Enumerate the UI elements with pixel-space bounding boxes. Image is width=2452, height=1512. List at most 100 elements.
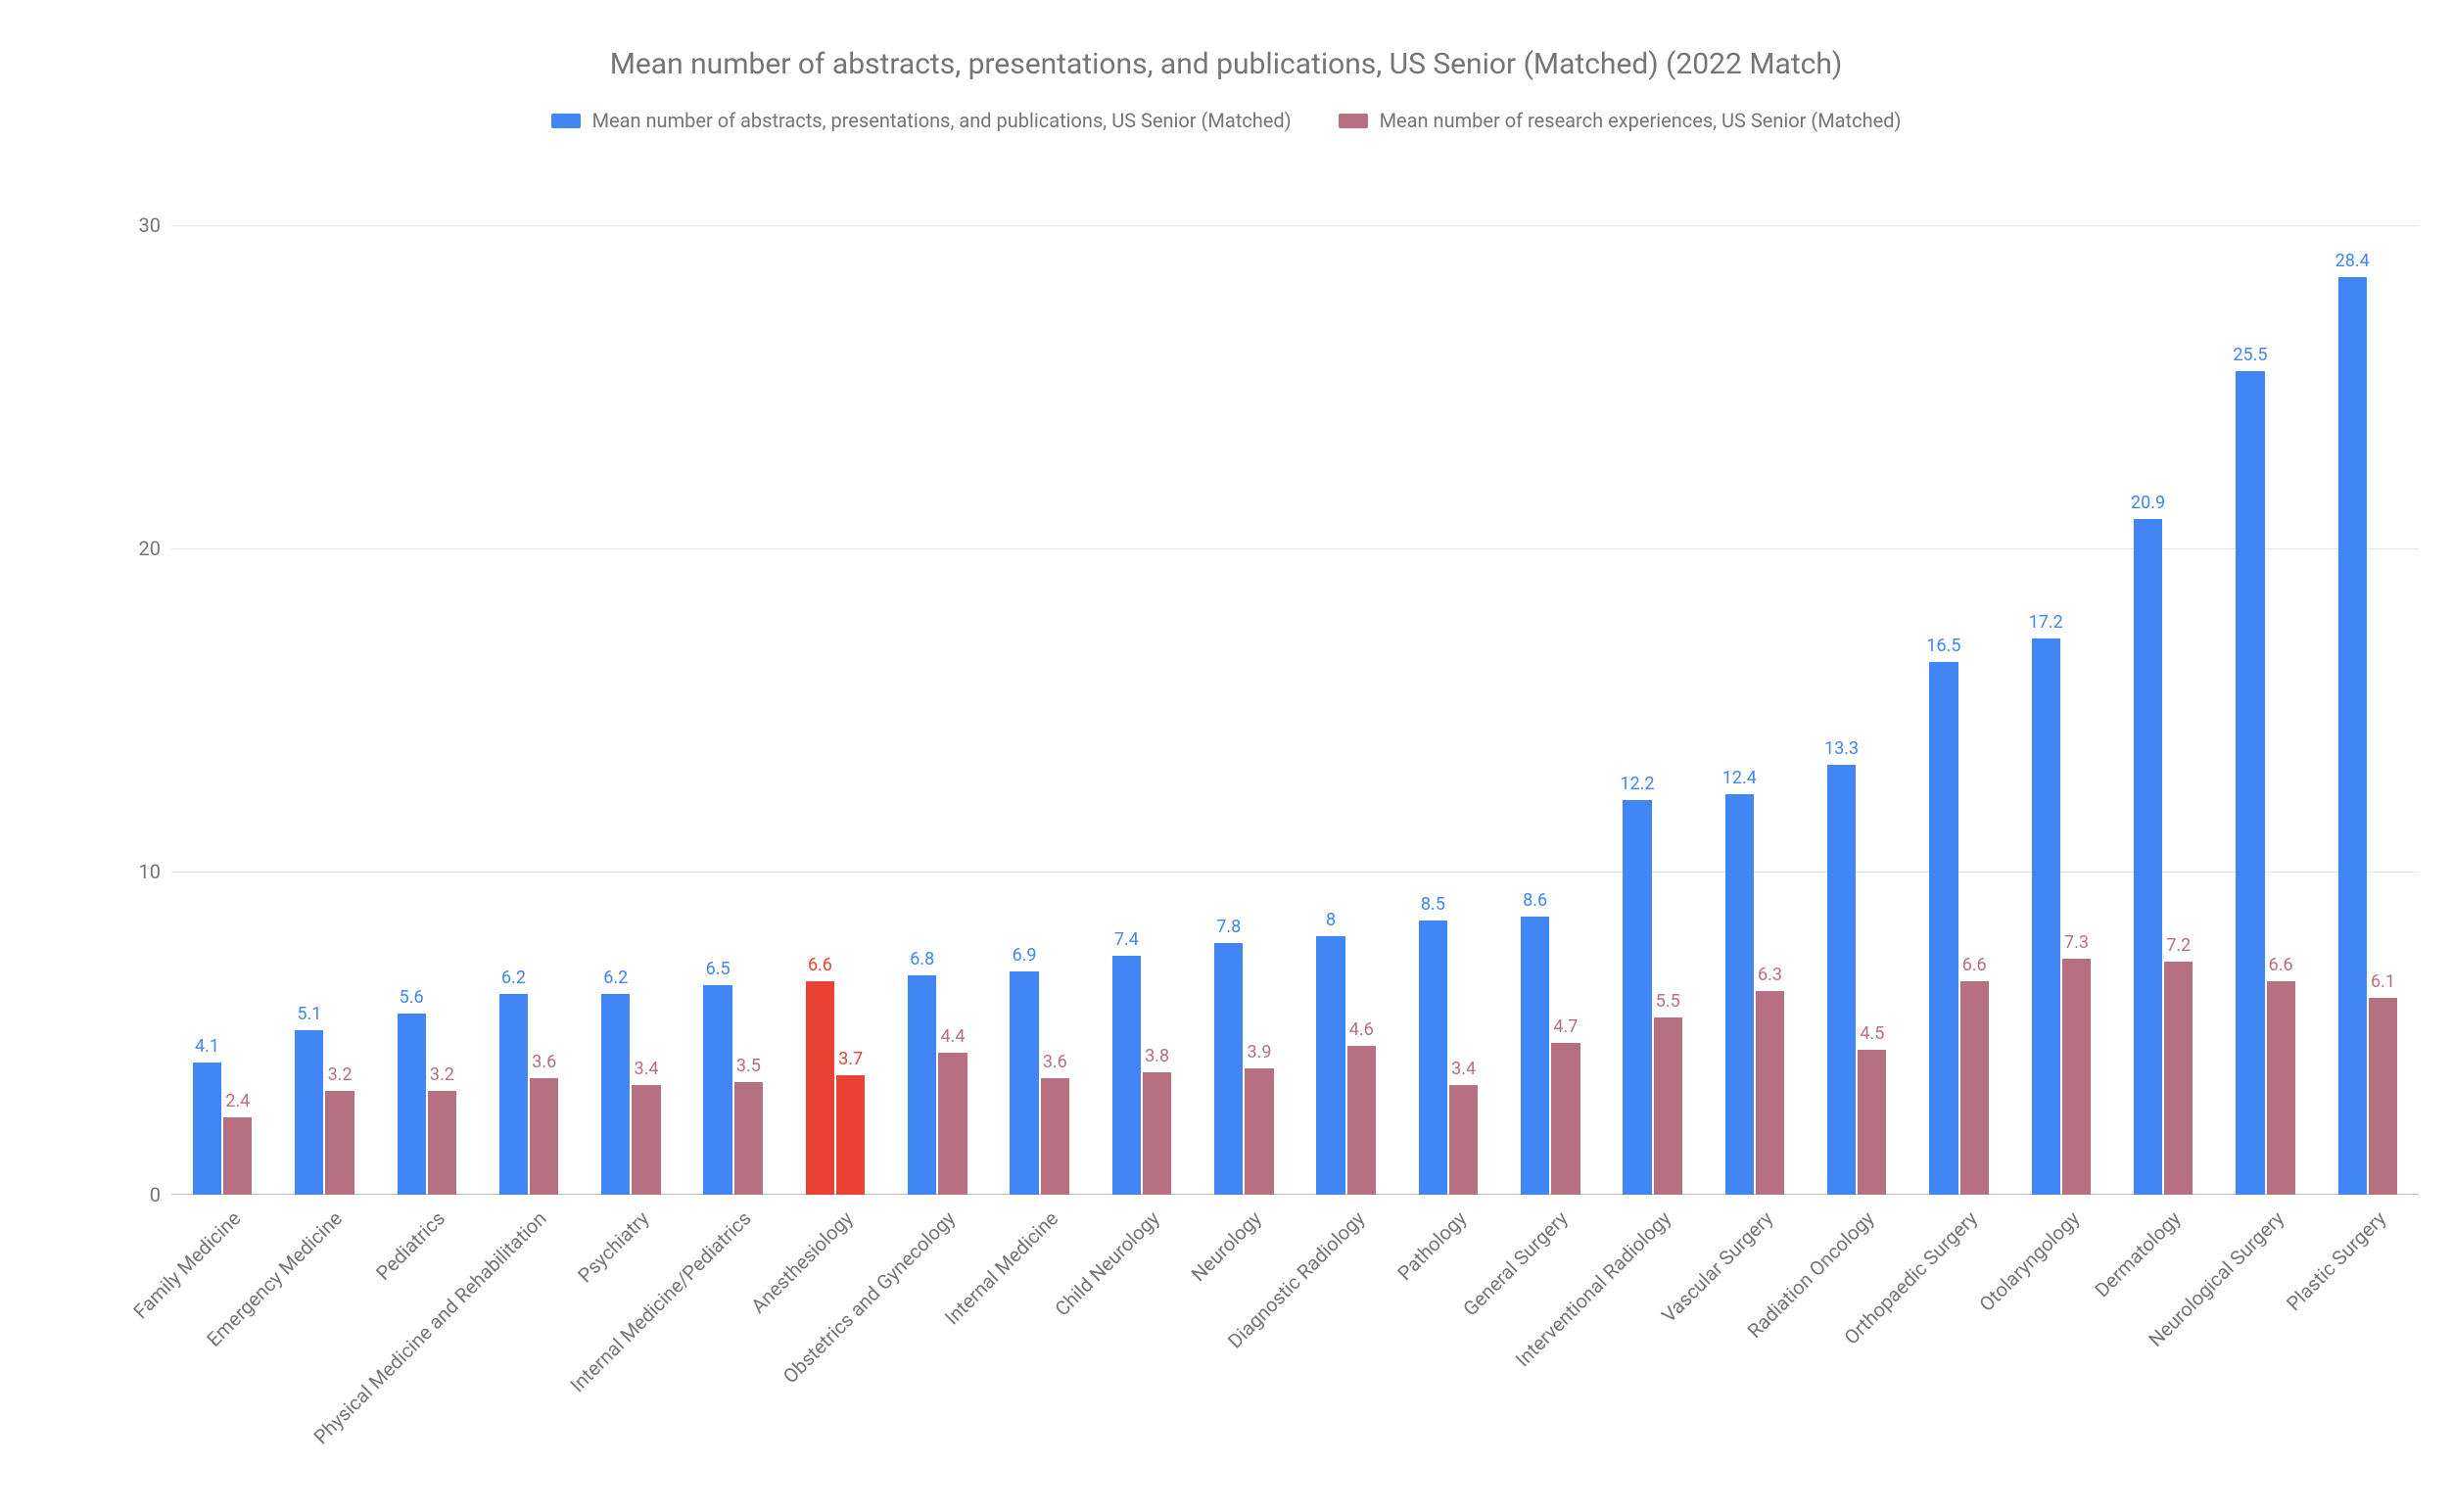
bar-abstracts (1623, 800, 1651, 1195)
y-axis-tick-label: 30 (139, 213, 161, 237)
bar-value-label: 7.3 (2064, 932, 2089, 953)
bar-value-label: 6.6 (808, 955, 832, 975)
legend-label: Mean number of research experiences, US … (1380, 109, 1902, 132)
bar-value-label: 4.1 (195, 1036, 219, 1057)
bar-research (325, 1091, 354, 1195)
category-group: 4.12.4 (193, 225, 253, 1195)
bar-research (836, 1075, 865, 1195)
bar-abstracts (1827, 765, 1856, 1195)
bar-value-label: 8.6 (1523, 890, 1547, 911)
category-group: 6.53.5 (703, 225, 763, 1195)
bar-value-label: 5.5 (1656, 991, 1680, 1012)
x-axis-tick-label: Dermatology (2090, 1206, 2185, 1301)
bar-value-label: 4.5 (1860, 1023, 1884, 1044)
legend-item-abstracts: Mean number of abstracts, presentations,… (551, 109, 1292, 132)
bar-value-label: 28.4 (2335, 251, 2370, 271)
x-axis-tick-label: Otolaryngology (1974, 1206, 2084, 1316)
category-group: 6.84.4 (908, 225, 967, 1195)
bar-research (938, 1053, 967, 1195)
category-group: 20.97.2 (2134, 225, 2193, 1195)
y-axis-tick-label: 20 (139, 537, 161, 560)
bars-layer: 4.12.45.13.25.63.26.23.66.23.46.53.56.63… (171, 225, 2419, 1195)
bar-research (2267, 981, 2295, 1195)
plot-area: 4.12.45.13.25.63.26.23.66.23.46.53.56.63… (171, 225, 2419, 1195)
bar-abstracts (2236, 371, 2264, 1196)
category-group: 25.5 6.6 (2236, 225, 2295, 1195)
bar-research (1449, 1085, 1478, 1195)
bar-value-label: 6.1 (2371, 971, 2395, 992)
legend-swatch-research (1339, 114, 1368, 128)
bar-abstracts (398, 1014, 426, 1195)
bar-research (2369, 998, 2397, 1195)
bar-value-label: 12.4 (1722, 768, 1757, 788)
x-axis-tick-label: Neurology (1187, 1206, 1266, 1286)
bar-abstracts (2032, 638, 2060, 1195)
category-group: 6.23.6 (499, 225, 559, 1195)
legend-item-research: Mean number of research experiences, US … (1339, 109, 1902, 132)
x-axis-tick-label: Pathology (1392, 1206, 1471, 1285)
bar-value-label: 3.4 (635, 1059, 659, 1079)
bar-research (1347, 1046, 1376, 1195)
x-axis-tick-label: Child Neurology (1050, 1206, 1164, 1321)
bar-research (2164, 962, 2193, 1195)
x-axis-tick-label: Psychiatry (574, 1206, 654, 1287)
bar-value-label: 4.4 (941, 1026, 966, 1047)
bar-research (1654, 1017, 1682, 1196)
category-group: 6.2 3.4 (601, 225, 661, 1195)
bar-research (223, 1117, 252, 1195)
bar-research (530, 1078, 558, 1195)
bar-value-label: 7.4 (1114, 929, 1139, 950)
bar-value-label: 6.6 (2269, 955, 2293, 975)
category-group: 8.6 4.7 (1521, 225, 1580, 1195)
x-axis-tick-label: General Surgery (1458, 1206, 1572, 1320)
legend-swatch-abstracts (551, 114, 581, 128)
category-group: 84.6 (1316, 225, 1376, 1195)
category-group: 28.4 6.1 (2338, 225, 2398, 1195)
x-axis-tick-label: Family Medicine (128, 1206, 245, 1323)
bar-value-label: 8.5 (1421, 894, 1445, 915)
bar-value-label: 3.2 (328, 1064, 353, 1085)
bar-research (1551, 1043, 1580, 1195)
legend: Mean number of abstracts, presentations,… (0, 109, 2452, 132)
bar-value-label: 5.6 (400, 987, 424, 1008)
bar-value-label: 25.5 (2233, 345, 2267, 365)
category-group: 8.5 3.4 (1419, 225, 1479, 1195)
bar-value-label: 6.3 (1758, 965, 1782, 985)
bar-abstracts (2134, 519, 2162, 1195)
bar-value-label: 3.5 (736, 1056, 761, 1076)
bar-value-label: 3.4 (1451, 1059, 1476, 1079)
bar-abstracts (193, 1063, 221, 1195)
bar-abstracts (1419, 921, 1447, 1196)
bar-value-label: 8 (1326, 910, 1336, 930)
category-group: 5.63.2 (398, 225, 457, 1195)
bar-abstracts (1112, 956, 1141, 1195)
bar-abstracts (1214, 943, 1243, 1195)
bar-value-label: 4.7 (1553, 1016, 1578, 1037)
bar-abstracts (806, 981, 834, 1195)
bar-value-label: 6.2 (501, 968, 526, 988)
bar-value-label: 7.8 (1216, 917, 1241, 937)
x-axis-tick-label: Anesthesiology (746, 1206, 858, 1318)
bar-abstracts (2338, 277, 2367, 1195)
y-axis-tick-label: 10 (139, 860, 161, 883)
bar-research (632, 1085, 660, 1195)
bar-research (1245, 1068, 1273, 1195)
category-group: 5.13.2 (295, 225, 354, 1195)
bar-research (2062, 959, 2091, 1195)
bar-value-label: 16.5 (1926, 636, 1960, 656)
bar-abstracts (703, 985, 731, 1196)
y-axis-tick-label: 0 (150, 1183, 161, 1206)
bar-value-label: 6.6 (1962, 955, 1987, 975)
bar-research (1858, 1050, 1886, 1196)
bar-research (1756, 991, 1784, 1195)
legend-label: Mean number of abstracts, presentations,… (592, 109, 1292, 132)
bar-value-label: 7.2 (2166, 935, 2191, 956)
category-group: 16.5 6.6 (1929, 225, 1989, 1195)
bar-value-label: 6.2 (603, 968, 628, 988)
bar-research (1143, 1072, 1171, 1195)
chart-container: Mean number of abstracts, presentations,… (0, 0, 2452, 1512)
bar-value-label: 3.6 (1043, 1052, 1067, 1072)
bar-abstracts (295, 1030, 323, 1195)
bar-abstracts (1521, 917, 1549, 1195)
category-group: 7.43.8 (1112, 225, 1172, 1195)
